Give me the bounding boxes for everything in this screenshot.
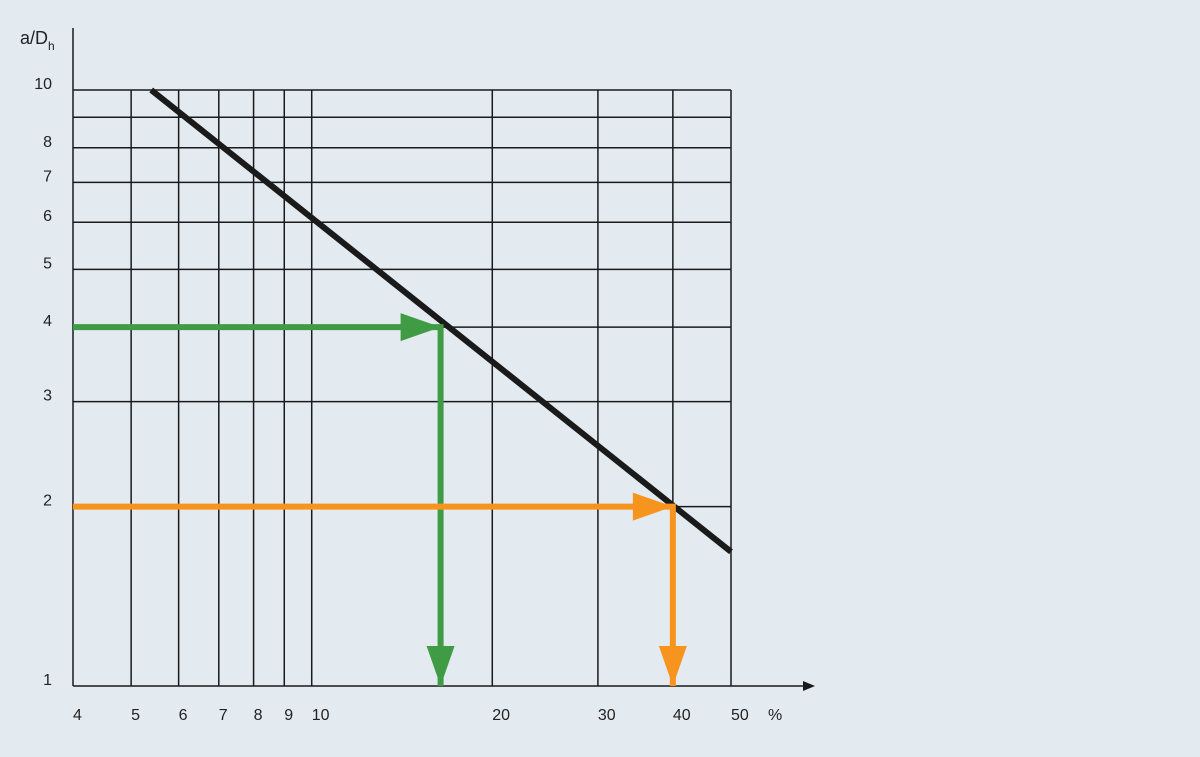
x-tick-label: 9: [284, 707, 293, 724]
arrow-head: [400, 313, 441, 342]
x-tick-label: 30: [598, 707, 616, 724]
y-tick-label: 2: [43, 493, 52, 510]
y-tick-label: 8: [43, 134, 52, 151]
y-axis-label-sub: h: [48, 39, 55, 53]
arrow-head: [632, 492, 673, 521]
y-tick-label: 1: [43, 672, 52, 689]
y-axis-label: a/Dh: [20, 28, 55, 53]
y-tick-label: 4: [43, 313, 52, 330]
x-axis-unit: %: [768, 707, 782, 724]
y-axis-label-text: a/D: [20, 28, 48, 48]
arrow-head: [658, 646, 687, 686]
arrow-head: [426, 646, 455, 686]
x-tick-label: 50: [731, 707, 749, 724]
y-tick-label: 7: [43, 168, 52, 185]
series-line: [149, 87, 733, 555]
x-axis-arrow: [803, 681, 815, 691]
x-tick-label: 6: [179, 707, 188, 724]
x-tick-label: 4: [73, 707, 82, 724]
x-tick-label: 8: [254, 707, 263, 724]
x-tick-label: 20: [492, 707, 510, 724]
x-tick-label: 5: [131, 707, 140, 724]
y-tick-label: 10: [34, 76, 52, 93]
y-tick-label: 5: [43, 255, 52, 272]
x-tick-label: 10: [312, 707, 330, 724]
x-tick-label: 40: [673, 707, 691, 724]
y-tick-label: 3: [43, 388, 52, 405]
x-tick-label: 7: [219, 707, 228, 724]
y-tick-label: 6: [43, 208, 52, 225]
